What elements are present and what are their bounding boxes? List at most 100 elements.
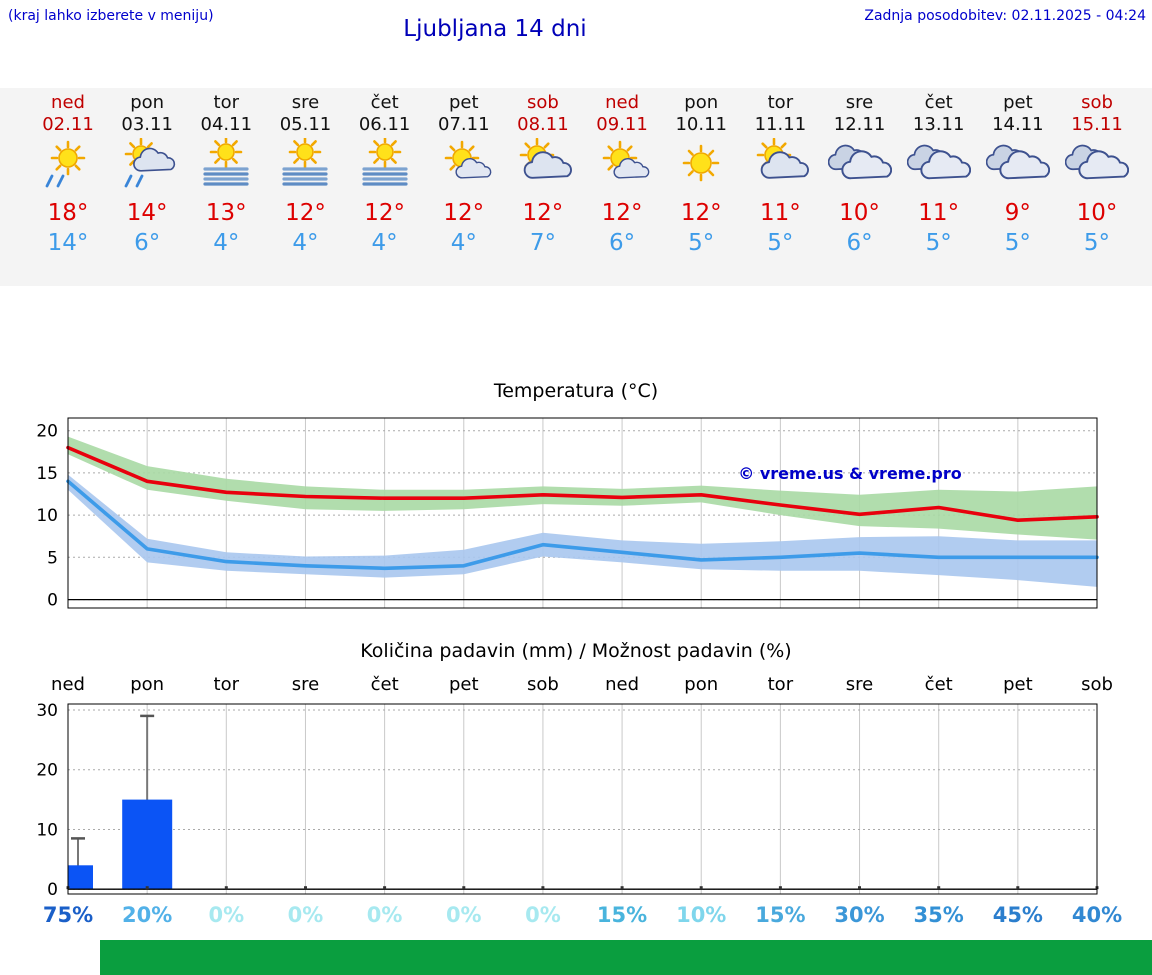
day-column-09.11[interactable]: ned 09.11 12° 6° [582,88,662,258]
day-column-03.11[interactable]: pon 03.11 14° 6° [107,88,187,258]
day-name: tor [767,92,794,113]
day-min-temperature: 7° [529,230,556,256]
precip-probability: 15% [755,903,806,927]
day-min-temperature: 14° [47,230,89,256]
precip-probability: 0% [445,903,482,927]
svg-text:10: 10 [36,821,58,841]
svg-text:0: 0 [47,591,58,611]
precip-day-label: ned [605,674,640,695]
day-max-temperature: 12° [601,200,643,226]
day-name: tor [213,92,240,113]
day-min-temperature: 6° [134,230,161,256]
fog-sun-icon [265,135,345,196]
precip-day-label: pet [448,674,479,695]
day-min-temperature: 4° [213,230,240,256]
day-name: čet [924,92,953,113]
temperature-chart-title: Temperatura (°C) [493,380,659,402]
precip-day-label: sob [527,674,559,695]
svg-text:10: 10 [36,506,58,526]
svg-text:0: 0 [47,880,58,900]
day-column-15.11[interactable]: sob 15.11 10° 5° [1057,88,1137,258]
day-column-04.11[interactable]: tor 04.11 13° 4° [186,88,266,258]
day-date: 11.11 [754,114,807,135]
precip-probability: 40% [1071,903,1123,927]
precip-probability: 0% [208,903,245,927]
precip-day-label: tor [213,674,240,695]
cloudy-icon [899,138,979,196]
day-date: 12.11 [833,114,886,135]
precip-day-label: pon [684,674,719,695]
day-min-temperature: 5° [688,230,715,256]
day-date: 13.11 [912,114,965,135]
day-max-temperature: 18° [47,200,89,226]
precip-day-label: sre [291,674,320,695]
precipitation-chart: 0 10 20 30 [36,701,1099,900]
precip-probability: 35% [913,903,964,927]
day-date: 03.11 [121,114,173,135]
day-column-05.11[interactable]: sre 05.11 12° 4° [265,88,345,258]
precip-day-label: pet [1003,674,1033,695]
day-min-temperature: 6° [608,230,636,256]
precip-day-label: čet [370,674,399,695]
day-column-06.11[interactable]: čet 06.11 12° 4° [345,88,425,258]
svg-text:15: 15 [36,464,58,484]
day-column-02.11[interactable]: ned 02.11 18° 14° [28,88,108,258]
svg-text:30: 30 [36,701,58,721]
day-name: ned [605,92,640,113]
day-max-temperature: 12° [522,200,564,226]
location-hint: (kraj lahko izberete v meniju) [8,8,214,24]
precip-probability: 0% [525,903,561,927]
day-column-08.11[interactable]: sob 08.11 12° 7° [503,88,583,258]
day-min-temperature: 4° [292,230,319,256]
day-name: sre [291,92,320,113]
cloudy-icon [978,138,1058,196]
precip-probability: 15% [596,903,648,927]
day-column-14.11[interactable]: pet 14.11 9° 5° [978,88,1058,258]
sun-cloud-icon [740,137,820,196]
precip-probability: 45% [992,903,1043,927]
day-date: 07.11 [438,114,490,135]
sun-small-cloud-icon [424,138,504,196]
day-max-temperature: 12° [285,200,326,226]
cloudy-icon [1057,138,1137,196]
day-column-12.11[interactable]: sre 12.11 10° 6° [820,88,900,258]
page-title: Ljubljana 14 dni [403,16,587,42]
precip-day-label: pon [130,674,165,695]
day-min-temperature: 5° [1083,230,1111,256]
day-max-temperature: 10° [839,200,880,226]
sun-small-cloud-icon [582,138,662,196]
sun-icon [661,138,741,196]
precipitation-chart-title: Količina padavin (mm) / Možnost padavin … [360,640,792,662]
day-column-11.11[interactable]: tor 11.11 11° 5° [740,88,820,258]
day-name: sre [845,92,874,113]
precip-probability: 0% [287,903,324,927]
day-name: sob [527,92,559,113]
day-name: pet [1003,92,1033,113]
day-min-temperature: 6° [846,230,873,256]
svg-text:© vreme.us & vreme.pro: © vreme.us & vreme.pro [738,464,961,483]
day-max-temperature: 12° [443,200,485,226]
cloudy-icon [820,138,900,196]
precip-probability: 20% [122,903,173,927]
svg-text:5: 5 [47,548,58,568]
precip-day-label: čet [924,674,953,695]
sun-rain-icon [28,138,108,196]
sun-cloud-rain-icon [107,137,187,196]
day-name: sob [1081,92,1113,113]
day-column-13.11[interactable]: čet 13.11 11° 5° [899,88,979,258]
day-min-temperature: 4° [371,230,398,256]
day-max-temperature: 12° [364,200,405,226]
precip-day-label: sob [1081,674,1113,695]
day-date: 14.11 [992,114,1044,135]
precip-day-label: ned [51,674,85,695]
day-max-temperature: 11° [918,200,960,226]
day-column-07.11[interactable]: pet 07.11 12° 4° [424,88,504,258]
day-name: pet [448,92,479,113]
last-update-timestamp: Zadnja posodobitev: 02.11.2025 - 04:24 [864,8,1146,24]
temperature-chart: 0 5 10 15 20 © vreme.us & vreme.pro [36,417,1099,611]
day-max-temperature: 13° [205,200,247,226]
day-min-temperature: 5° [1004,230,1031,256]
day-column-10.11[interactable]: pon 10.11 12° 5° [661,88,741,258]
bottom-banner[interactable] [100,940,1152,975]
